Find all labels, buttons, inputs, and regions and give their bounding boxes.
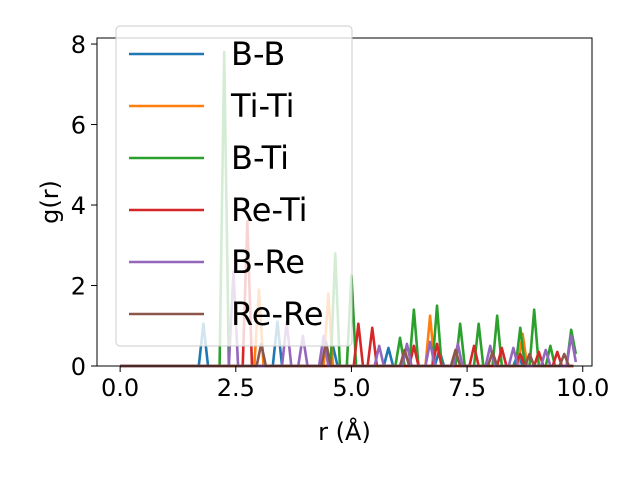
- y-axis: 0 2 4 6 8: [71, 31, 97, 381]
- x-tick-label: 10.0: [556, 374, 609, 402]
- x-tick-label: 7.5: [448, 374, 486, 402]
- legend-label: B-Ti: [231, 139, 289, 177]
- x-axis-label: r (Å): [318, 417, 371, 446]
- y-tick-label: 8: [71, 31, 86, 59]
- x-tick-label: 5.0: [332, 374, 370, 402]
- x-tick-label: 2.5: [217, 374, 255, 402]
- y-tick-label: 4: [71, 192, 86, 220]
- legend-label: B-Re: [231, 243, 305, 281]
- legend: B-B Ti-Ti B-Ti Re-Ti B-Re Re-Re: [115, 25, 353, 347]
- legend-label: Re-Re: [231, 295, 324, 333]
- y-axis-label: g(r): [36, 180, 64, 224]
- legend-label: B-B: [231, 35, 285, 73]
- y-tick-label: 0: [71, 353, 86, 381]
- x-tick-label: 0.0: [101, 374, 139, 402]
- x-axis: 0.0 2.5 5.0 7.5 10.0: [101, 366, 609, 402]
- legend-label: Re-Ti: [231, 191, 308, 229]
- y-tick-label: 6: [71, 112, 86, 140]
- y-tick-label: 2: [71, 273, 86, 301]
- legend-label: Ti-Ti: [230, 87, 295, 125]
